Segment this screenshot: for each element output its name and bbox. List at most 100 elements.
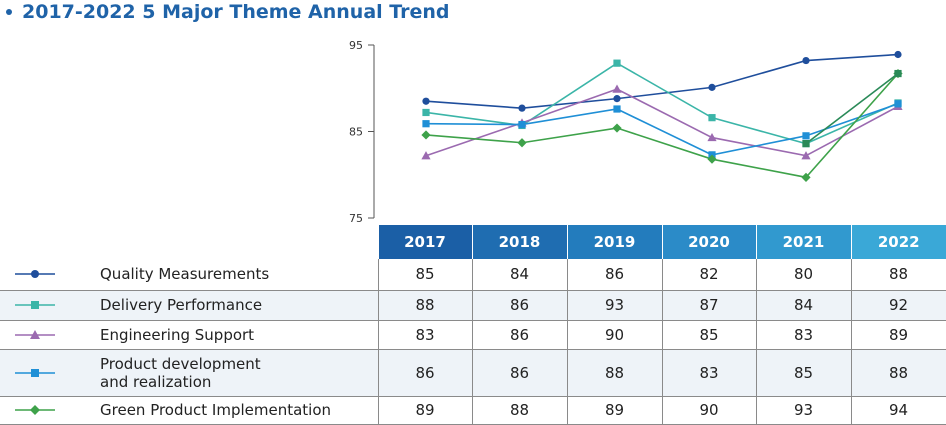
- data-point: [708, 114, 716, 122]
- legend-marker-icon: [0, 268, 70, 280]
- year-header: 2022: [850, 225, 946, 259]
- year-header: 2018: [471, 225, 567, 259]
- table-row: Green Product Implementation 89 88 89 90 93 94: [0, 396, 946, 425]
- data-point: [708, 83, 716, 91]
- table-row: Quality Measurements 85 84 86 82 80 88: [0, 259, 946, 291]
- value-cell: 92: [850, 290, 946, 321]
- chart-title: 2017-2022 5 Major Theme Annual Trend: [6, 0, 450, 24]
- value-cell: 86: [566, 259, 662, 291]
- value-cell: 94: [850, 396, 946, 425]
- value-cell: 83: [377, 320, 472, 350]
- value-cell: 85: [377, 259, 472, 291]
- data-point: [801, 172, 811, 182]
- data-point: [612, 84, 622, 93]
- value-cell: 80: [755, 259, 851, 291]
- value-cell: 88: [471, 396, 567, 425]
- value-cell: 88: [566, 349, 662, 397]
- value-cell: 89: [377, 396, 472, 425]
- data-point: [613, 95, 621, 103]
- value-cell: 88: [377, 290, 472, 321]
- value-cell: 86: [377, 349, 472, 397]
- value-cell: 89: [566, 396, 662, 425]
- data-point: [518, 104, 526, 112]
- series-line: [425, 88, 899, 157]
- bullet-icon: [6, 9, 12, 15]
- value-cell: 87: [661, 290, 756, 321]
- header-empty-cell: [0, 225, 378, 259]
- data-table: 2017 2018 2019 2020 2021 2022 Quality Measure…: [0, 225, 946, 425]
- year-header: 2019: [566, 225, 662, 259]
- series-name: Product development and realization: [100, 354, 261, 391]
- line-chart: 95 85 75: [349, 39, 903, 225]
- series-label-cell: Quality Measurements: [0, 259, 378, 291]
- y-tick-label: 75: [349, 212, 363, 225]
- data-point: [422, 97, 430, 105]
- data-point: [894, 100, 902, 108]
- data-point: [707, 154, 717, 164]
- data-point: [613, 59, 621, 67]
- legend-marker-icon: [0, 367, 70, 379]
- value-cell: 82: [661, 259, 756, 291]
- value-cell: 89: [850, 320, 946, 350]
- data-point: [613, 105, 621, 113]
- series-line: [425, 53, 899, 109]
- value-cell: 86: [471, 320, 567, 350]
- value-cell: 88: [850, 349, 946, 397]
- series-label-cell: Product development and realization: [0, 349, 378, 397]
- legend-symbol: [30, 329, 40, 339]
- data-point: [707, 132, 717, 142]
- legend-symbol: [30, 405, 40, 415]
- data-point: [422, 108, 430, 117]
- legend-marker-icon: [0, 404, 70, 416]
- data-point: [894, 50, 902, 59]
- value-cell: 90: [661, 396, 756, 425]
- series-name: Quality Measurements: [100, 265, 270, 284]
- value-cell: 90: [566, 320, 662, 350]
- legend-marker-icon: [0, 329, 70, 341]
- table-row: Delivery Performance 88 86 93 87 84 92: [0, 290, 946, 321]
- legend-symbol: [31, 301, 39, 309]
- series-name: Delivery Performance: [100, 296, 263, 314]
- series-line: [805, 72, 899, 145]
- value-cell: 93: [566, 290, 662, 321]
- year-header: 2020: [661, 225, 756, 259]
- data-point: [517, 138, 527, 148]
- value-cell: 86: [471, 349, 567, 397]
- legend-symbol: [31, 270, 39, 279]
- data-point: [802, 140, 810, 148]
- data-point: [422, 120, 430, 128]
- year-header: 2017: [377, 225, 472, 259]
- data-point: [894, 69, 902, 78]
- value-cell: 84: [471, 259, 567, 291]
- table-row: Engineering Support 83 86 90 85 83 89: [0, 320, 946, 350]
- data-point: [801, 151, 811, 160]
- series-line: [425, 62, 899, 145]
- chart-title-text: 2017-2022 5 Major Theme Annual Trend: [22, 1, 450, 23]
- data-point: [421, 151, 431, 160]
- data-point: [802, 56, 810, 65]
- data-point: [518, 120, 526, 129]
- series-name: Engineering Support: [100, 325, 255, 344]
- data-point: [802, 132, 810, 140]
- legend-marker-icon: [0, 299, 70, 311]
- value-cell: 86: [471, 290, 567, 321]
- value-cell: 83: [661, 349, 756, 397]
- table-header-row: 2017 2018 2019 2020 2021 2022: [0, 225, 946, 259]
- value-cell: 83: [755, 320, 851, 350]
- data-point: [612, 123, 622, 133]
- series-label-cell: Engineering Support: [0, 320, 378, 350]
- series-line: [425, 103, 899, 156]
- series-name: Green Product Implementation: [100, 401, 332, 419]
- table-row: Product development and realization 86 86 88…: [0, 349, 946, 397]
- series-line: [425, 73, 899, 179]
- value-cell: 85: [755, 349, 851, 397]
- y-tick-label: 85: [349, 126, 363, 139]
- y-tick-label: 95: [349, 39, 363, 52]
- value-cell: 93: [755, 396, 851, 425]
- series-label-cell: Delivery Performance: [0, 290, 378, 321]
- series-label-cell: Green Product Implementation: [0, 396, 378, 425]
- value-cell: 85: [661, 320, 756, 350]
- legend-symbol: [31, 368, 39, 377]
- value-cell: 88: [850, 259, 946, 291]
- data-point: [421, 130, 431, 140]
